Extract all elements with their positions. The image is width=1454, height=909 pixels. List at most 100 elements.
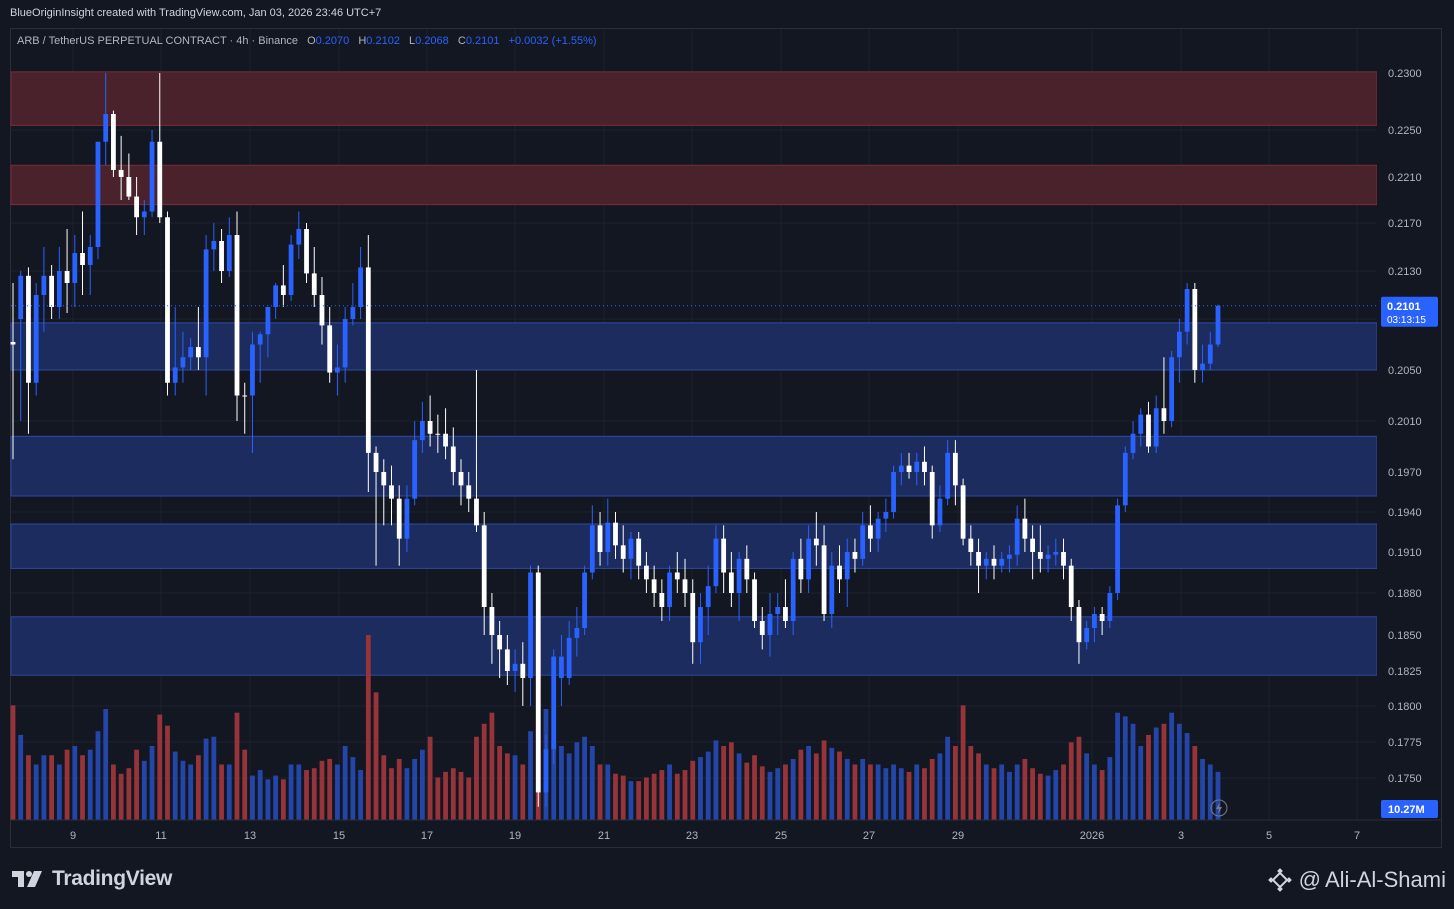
volume-bar	[914, 764, 920, 820]
candle-body	[883, 512, 889, 519]
price-axis	[1377, 29, 1441, 820]
volume-bar	[968, 746, 974, 820]
candle-body	[1169, 357, 1175, 421]
volume-bar	[767, 771, 773, 820]
volume-bar	[806, 746, 812, 820]
candle-body	[466, 485, 472, 499]
candle-body	[960, 485, 966, 539]
volume-bar	[651, 773, 657, 820]
volume-bar	[504, 753, 510, 820]
volume-bar	[165, 725, 170, 820]
volume-bar	[613, 773, 618, 820]
volume-bar	[644, 777, 649, 820]
candle-body	[1092, 614, 1097, 628]
y-tick-label: 0.2250	[1388, 125, 1422, 137]
volume-bar	[875, 764, 881, 820]
volume-bar	[759, 766, 765, 820]
volume-bar	[582, 736, 587, 820]
candle-body	[744, 558, 750, 580]
candle-body	[968, 538, 974, 552]
volume-bar	[1161, 723, 1167, 820]
candle-body	[821, 545, 827, 614]
volume-bar	[566, 753, 572, 820]
volume-bar	[458, 771, 464, 820]
candle-body	[319, 295, 325, 326]
volume-bar	[1153, 727, 1159, 820]
candle-body	[396, 498, 402, 539]
candle-body	[906, 465, 912, 472]
volume-bar	[1037, 773, 1043, 820]
volume-bar	[250, 775, 255, 820]
candle-body	[458, 472, 464, 486]
volume-bar	[149, 746, 155, 820]
volume-bar	[180, 760, 186, 820]
tradingview-logo-icon	[12, 871, 42, 887]
candle-body	[1030, 538, 1036, 552]
candle-body	[875, 518, 881, 539]
symbol-title[interactable]: ARB / TetherUS PERPETUAL CONTRACT · 4h ·…	[17, 35, 298, 47]
tradingview-logo[interactable]: TradingView	[12, 866, 172, 892]
x-tick-label: 13	[244, 830, 256, 842]
volume-bar	[868, 764, 873, 820]
footer	[0, 849, 1454, 909]
candle-body	[412, 440, 418, 499]
y-tick-label: 0.2210	[1388, 172, 1422, 184]
candle-body	[87, 247, 93, 265]
volume-bar	[674, 773, 680, 820]
demand-zone	[10, 435, 1378, 497]
volume-bar	[1176, 723, 1182, 820]
candle-body	[1084, 628, 1090, 643]
volume-bar	[628, 781, 634, 820]
candle-body	[1115, 505, 1120, 593]
candle-body	[535, 572, 541, 793]
volume-bar	[226, 764, 232, 820]
candle-body	[80, 253, 85, 265]
candle-body	[844, 552, 850, 580]
volume-bar	[667, 764, 672, 820]
volume-bar	[211, 736, 217, 820]
candle-body	[759, 621, 765, 635]
symbol-legend: ARB / TetherUS PERPETUAL CONTRACT · 4h ·…	[17, 35, 597, 47]
candle-body	[914, 461, 920, 472]
volume-label-box	[1381, 800, 1438, 818]
candle-body	[698, 607, 703, 643]
volume-bar	[95, 731, 101, 820]
candle-body	[783, 607, 788, 621]
volume-bar	[721, 746, 727, 820]
volume-bar	[991, 768, 997, 820]
author-name: Ali-Al-Shami	[1324, 867, 1446, 892]
candle-body	[358, 267, 363, 307]
volume-bar	[87, 749, 93, 820]
candle-body	[767, 614, 773, 635]
credit-text: BlueOriginInsight created with TradingVi…	[10, 7, 382, 19]
volume-bar	[906, 771, 912, 820]
x-tick-label: 17	[421, 830, 433, 842]
candle-body	[1130, 433, 1136, 453]
y-tick-label: 0.1910	[1388, 547, 1422, 559]
volume-bar	[713, 740, 719, 820]
candle-body	[219, 241, 224, 271]
candle-body	[1146, 414, 1151, 447]
candle-body	[736, 558, 742, 593]
candle-body	[18, 275, 24, 319]
volume-bar	[1107, 757, 1113, 820]
candle-body	[118, 169, 124, 177]
x-tick-label: 15	[333, 830, 345, 842]
low-value: 0.2068	[415, 35, 449, 47]
volume-bar	[976, 753, 981, 820]
candle-body	[365, 267, 371, 453]
candle-body	[752, 579, 757, 621]
x-tick-label: 9	[70, 830, 76, 842]
candle-body	[659, 593, 665, 607]
y-tick-label: 0.2130	[1388, 266, 1422, 278]
volume-bar	[172, 751, 178, 820]
candle-body	[273, 285, 279, 307]
candle-body	[798, 558, 804, 580]
volume-bar	[698, 757, 703, 820]
volume-bar	[597, 764, 603, 820]
candle-body	[288, 244, 294, 295]
volume-bar	[1084, 753, 1090, 820]
volume-bar	[1045, 775, 1051, 820]
volume-bar	[960, 705, 966, 820]
